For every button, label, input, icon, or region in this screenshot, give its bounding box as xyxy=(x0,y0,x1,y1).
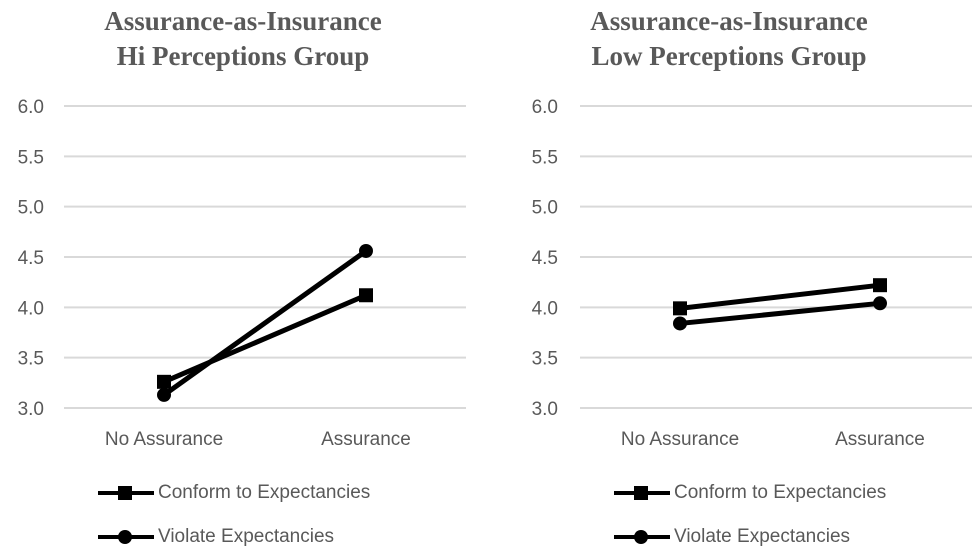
legend-label: Conform to Expectancies xyxy=(674,482,887,503)
legend-item-violate: Violate Expectancies xyxy=(612,525,850,549)
data-point-circle xyxy=(359,243,373,258)
data-point-circle xyxy=(873,296,887,311)
series-line-square xyxy=(679,282,881,311)
y-tick-label: 4.0 xyxy=(532,298,558,319)
legend-label: Violate Expectancies xyxy=(158,526,335,547)
x-tick-label: No Assurance xyxy=(621,429,739,450)
y-tick-label: 5.5 xyxy=(18,147,44,168)
y-tick-label: 5.5 xyxy=(532,147,558,168)
chart-title-line-2: Hi Perceptions Group xyxy=(116,41,370,71)
y-tick-label: 4.5 xyxy=(532,248,558,269)
data-point-circle xyxy=(157,387,171,402)
x-tick-label: No Assurance xyxy=(105,429,223,450)
series-line-square xyxy=(163,292,367,385)
chart-title-line-1: Assurance-as-Insurance xyxy=(590,6,868,36)
data-point-square xyxy=(359,288,373,303)
x-tick-label: Assurance xyxy=(321,429,411,450)
data-point-circle xyxy=(673,316,687,331)
data-point-square xyxy=(673,301,687,316)
data-point-square xyxy=(873,278,887,293)
legend-square-marker-icon xyxy=(98,486,154,500)
y-tick-label: 3.5 xyxy=(18,349,44,370)
legend-circle-marker-icon xyxy=(98,530,154,544)
y-tick-label: 6.0 xyxy=(532,97,558,118)
chart-panel-low: Assurance-as-Insurance Low Perceptions G… xyxy=(486,0,972,552)
y-tick-label: 4.0 xyxy=(18,298,44,319)
y-tick-label: 3.5 xyxy=(532,349,558,370)
legend-circle-marker-icon xyxy=(614,530,670,544)
y-tick-label: 6.0 xyxy=(18,97,44,118)
legend-square-marker-icon xyxy=(614,486,670,500)
x-tick-label: Assurance xyxy=(835,429,925,450)
plot-area: 6.0 5.5 5.0 4.5 4.0 3.5 3.0 No Assurance Assuran… xyxy=(532,97,972,450)
chart-title-line-1: Assurance-as-Insurance xyxy=(104,6,382,36)
chart-title-line-2: Low Perceptions Group xyxy=(591,41,867,71)
y-tick-label: 5.0 xyxy=(532,198,558,219)
legend-item-conform: Conform to Expectancies xyxy=(96,481,370,505)
y-tick-label: 4.5 xyxy=(18,248,44,269)
legend-item-violate: Violate Expectancies xyxy=(96,525,334,549)
legend-label: Conform to Expectancies xyxy=(158,482,371,503)
y-tick-label: 3.0 xyxy=(18,399,44,420)
plot-area: 6.0 5.5 5.0 4.5 4.0 3.5 3.0 No Assurance Assuran… xyxy=(18,97,466,450)
legend-label: Violate Expectancies xyxy=(674,526,851,547)
y-tick-label: 5.0 xyxy=(18,198,44,219)
series-line-circle xyxy=(162,248,368,397)
legend-item-conform: Conform to Expectancies xyxy=(612,481,886,505)
chart-title: Assurance-as-Insurance Hi Perceptions Gr… xyxy=(0,4,486,74)
y-tick-label: 3.0 xyxy=(532,399,558,420)
data-point-square xyxy=(157,374,171,389)
chart-title: Assurance-as-Insurance Low Perceptions G… xyxy=(486,4,972,74)
series-line-circle xyxy=(679,300,881,326)
chart-panel-hi: Assurance-as-Insurance Hi Perceptions Gr… xyxy=(0,4,486,549)
